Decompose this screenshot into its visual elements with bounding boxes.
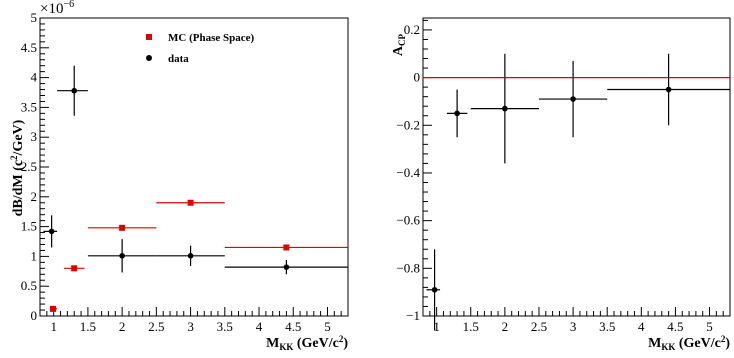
x-tick-label: 4.5 [667,319,683,334]
x-tick-label: 2.5 [148,319,164,334]
y-tick-label: 1 [31,248,38,263]
right-y-axis-title: ACP [391,33,407,56]
x-tick-label: 4 [638,319,645,334]
y-tick-label: 0.5 [21,278,37,293]
data-point [119,253,125,259]
x-tick-label: 3.5 [217,319,233,334]
y-tick-label: −0.8 [396,260,420,275]
data-point [71,87,78,94]
y-tick-label: 1.5 [21,219,37,234]
right-data-marks [426,53,730,331]
x-tick-label: 1.5 [80,319,96,334]
left-plot-frame [39,17,349,317]
y-tick-label: 3 [31,129,38,144]
legend-label-data: data [168,53,189,65]
y-tick-label: 4.5 [21,40,37,55]
legend-marker-data [146,55,152,61]
y-tick-label: 0 [414,70,421,85]
mc-point [283,244,290,251]
data-point [570,96,576,102]
mc-point [187,199,194,206]
legend-label-mc: MC (Phase Space) [168,32,254,44]
y-tick-label: 5 [31,10,38,25]
y-tick-label: −1 [406,308,420,323]
y-tick-label: 0.2 [404,22,420,37]
y-tick-label: −0.4 [396,165,420,180]
y-tick-label: 2 [31,189,38,204]
right-y-axis: −1 −0.8 −0.6 −0.4 −0.2 0 0.2 [396,19,432,323]
x-tick-label: 2.5 [531,319,547,334]
left-exponent-label: ×10−6 [40,0,74,17]
y-tick-label: −0.6 [396,213,420,228]
data-point [431,286,438,293]
y-tick-label: 4 [31,70,38,85]
x-tick-label: 3 [187,319,194,334]
x-tick-label: 1.5 [463,319,479,334]
data-point [187,253,194,259]
x-tick-label: 4.5 [285,319,301,334]
right-x-axis-title: MKK (GeV/c2) [648,334,730,352]
x-tick-label: 5 [706,319,713,334]
left-x-axis: 1 1.5 2 2.5 3 3.5 4 4.5 5 [39,307,349,334]
left-x-axis-title: MKK (GeV/c2) [266,334,348,352]
y-tick-label: 3.5 [21,99,37,114]
y-tick-label: −0.2 [396,117,420,132]
legend: MC (Phase Space) data [146,32,254,65]
left-y-axis-title: dB/dM (c2/GeV) [9,119,26,216]
data-point [502,105,508,112]
x-tick-label: 2 [119,319,126,334]
left-chart: 1 1.5 2 2.5 3 3.5 4 4.5 5 00.511.522.533.544.55 … [9,0,349,352]
x-tick-label: 1 [433,319,440,334]
x-tick-label: 3.5 [599,319,615,334]
x-tick-label: 4 [256,319,263,334]
data-point [454,110,460,117]
mc-point [119,224,126,231]
mc-point [50,305,57,312]
left-y-axis: 0 0.5 1 1.5 2 2.5 3 3.5 4 4.5 5 [21,10,49,323]
data-point [283,264,290,270]
y-tick-label: 0 [31,308,38,323]
x-tick-label: 2 [502,319,509,334]
mc-point [71,265,78,272]
data-point [665,86,672,93]
x-tick-label: 5 [324,319,331,334]
data-point [48,228,55,235]
right-x-axis: 1 1.5 2 2.5 3 3.5 4 4.5 5 [422,307,731,334]
right-plot-frame [422,17,731,317]
x-tick-label: 1 [50,319,57,334]
x-tick-label: 3 [570,319,577,334]
left-data-marks [43,65,348,312]
legend-marker-mc [146,34,152,40]
y-tick-label: 2.5 [21,159,37,174]
right-chart: 1 1.5 2 2.5 3 3.5 4 4.5 5 −1 −0.8 −0.6 −0.4 −0.2 0 0.2… [391,17,731,352]
